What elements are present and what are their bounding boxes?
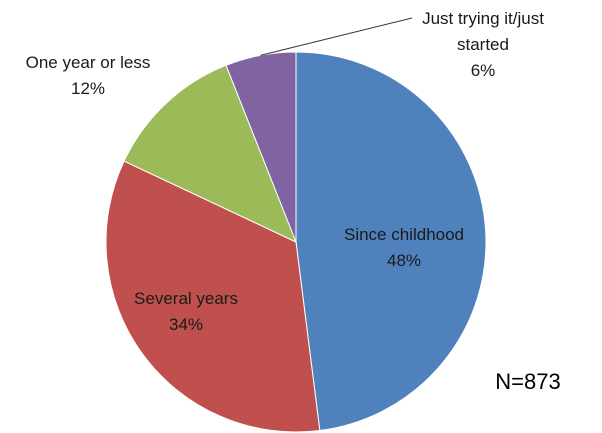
slice-several-years (105, 160, 321, 433)
slice-value-several-years: 34% (169, 315, 203, 334)
slice-label-just-trying-line2: started (457, 35, 509, 54)
pie-slices (105, 51, 487, 433)
slice-label-just-trying-line1: Just trying it/just (422, 9, 544, 28)
slice-label-since-childhood: Since childhood (344, 225, 464, 244)
leader-line-just-trying (260, 17, 413, 56)
slice-value-just-trying: 6% (471, 61, 496, 80)
slice-label-one-year-or-less: One year or less (26, 53, 151, 72)
slice-value-since-childhood: 48% (387, 251, 421, 270)
sample-size-annotation: N=873 (495, 369, 560, 394)
slice-since-childhood (295, 51, 487, 432)
slice-one-year-or-less (123, 64, 297, 243)
slice-just-trying (225, 51, 297, 243)
slice-label-several-years: Several years (134, 289, 238, 308)
slice-value-one-year-or-less: 12% (71, 79, 105, 98)
